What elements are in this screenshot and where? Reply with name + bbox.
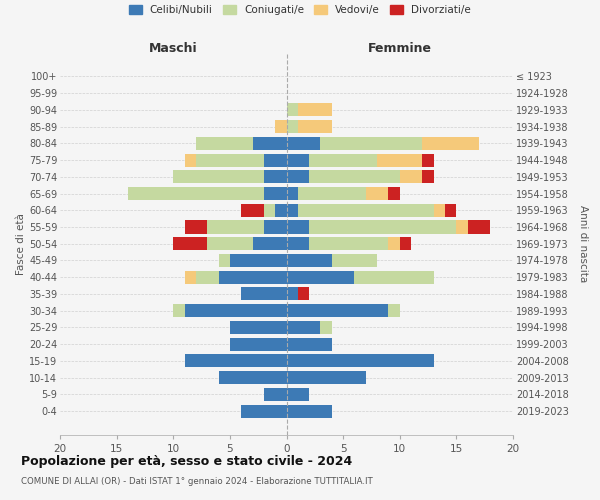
- Bar: [264, 220, 287, 234]
- Bar: [218, 254, 230, 267]
- Bar: [218, 270, 287, 283]
- Bar: [287, 371, 366, 384]
- Bar: [457, 220, 468, 234]
- Bar: [388, 187, 400, 200]
- Bar: [230, 321, 287, 334]
- Text: COMUNE DI ALLAI (OR) - Dati ISTAT 1° gennaio 2024 - Elaborazione TUTTITALIA.IT: COMUNE DI ALLAI (OR) - Dati ISTAT 1° gen…: [21, 478, 373, 486]
- Bar: [287, 237, 309, 250]
- Bar: [275, 204, 287, 217]
- Bar: [287, 288, 298, 300]
- Bar: [253, 237, 287, 250]
- Bar: [287, 204, 298, 217]
- Bar: [355, 270, 434, 283]
- Bar: [320, 137, 422, 150]
- Bar: [264, 154, 287, 166]
- Legend: Celibi/Nubili, Coniugati/e, Vedovi/e, Divorziati/e: Celibi/Nubili, Coniugati/e, Vedovi/e, Di…: [129, 5, 471, 15]
- Bar: [287, 170, 309, 183]
- Bar: [287, 220, 309, 234]
- Bar: [298, 204, 434, 217]
- Text: Popolazione per età, sesso e stato civile - 2024: Popolazione per età, sesso e stato civil…: [21, 455, 352, 468]
- Bar: [287, 254, 332, 267]
- Bar: [298, 120, 332, 133]
- Bar: [207, 220, 264, 234]
- Bar: [332, 254, 377, 267]
- Bar: [287, 388, 309, 401]
- Bar: [230, 254, 287, 267]
- Bar: [422, 154, 434, 166]
- Bar: [173, 170, 264, 183]
- Bar: [287, 154, 309, 166]
- Bar: [287, 404, 332, 417]
- Bar: [241, 404, 287, 417]
- Bar: [275, 120, 287, 133]
- Bar: [298, 187, 366, 200]
- Bar: [400, 237, 411, 250]
- Text: Femmine: Femmine: [368, 42, 432, 54]
- Bar: [196, 270, 218, 283]
- Bar: [377, 154, 422, 166]
- Bar: [241, 288, 287, 300]
- Y-axis label: Anni di nascita: Anni di nascita: [578, 205, 588, 282]
- Bar: [196, 154, 264, 166]
- Bar: [422, 170, 434, 183]
- Bar: [287, 137, 320, 150]
- Bar: [264, 187, 287, 200]
- Bar: [320, 321, 332, 334]
- Bar: [185, 270, 196, 283]
- Bar: [287, 321, 320, 334]
- Bar: [309, 154, 377, 166]
- Bar: [287, 338, 332, 350]
- Bar: [388, 304, 400, 317]
- Bar: [287, 304, 388, 317]
- Bar: [468, 220, 490, 234]
- Bar: [241, 204, 264, 217]
- Bar: [309, 237, 388, 250]
- Bar: [366, 187, 388, 200]
- Bar: [196, 137, 253, 150]
- Bar: [218, 371, 287, 384]
- Bar: [445, 204, 457, 217]
- Bar: [128, 187, 264, 200]
- Bar: [298, 288, 309, 300]
- Bar: [400, 170, 422, 183]
- Bar: [287, 187, 298, 200]
- Bar: [422, 137, 479, 150]
- Bar: [264, 170, 287, 183]
- Bar: [173, 304, 185, 317]
- Bar: [388, 237, 400, 250]
- Bar: [253, 137, 287, 150]
- Bar: [287, 120, 298, 133]
- Bar: [434, 204, 445, 217]
- Bar: [230, 338, 287, 350]
- Bar: [185, 154, 196, 166]
- Bar: [185, 354, 287, 368]
- Bar: [264, 388, 287, 401]
- Bar: [185, 220, 207, 234]
- Bar: [185, 304, 287, 317]
- Bar: [287, 354, 434, 368]
- Bar: [173, 237, 207, 250]
- Text: Maschi: Maschi: [149, 42, 197, 54]
- Bar: [287, 104, 298, 117]
- Bar: [264, 204, 275, 217]
- Bar: [207, 237, 253, 250]
- Bar: [287, 270, 355, 283]
- Y-axis label: Fasce di età: Fasce di età: [16, 213, 26, 274]
- Bar: [298, 104, 332, 117]
- Bar: [309, 220, 457, 234]
- Bar: [309, 170, 400, 183]
